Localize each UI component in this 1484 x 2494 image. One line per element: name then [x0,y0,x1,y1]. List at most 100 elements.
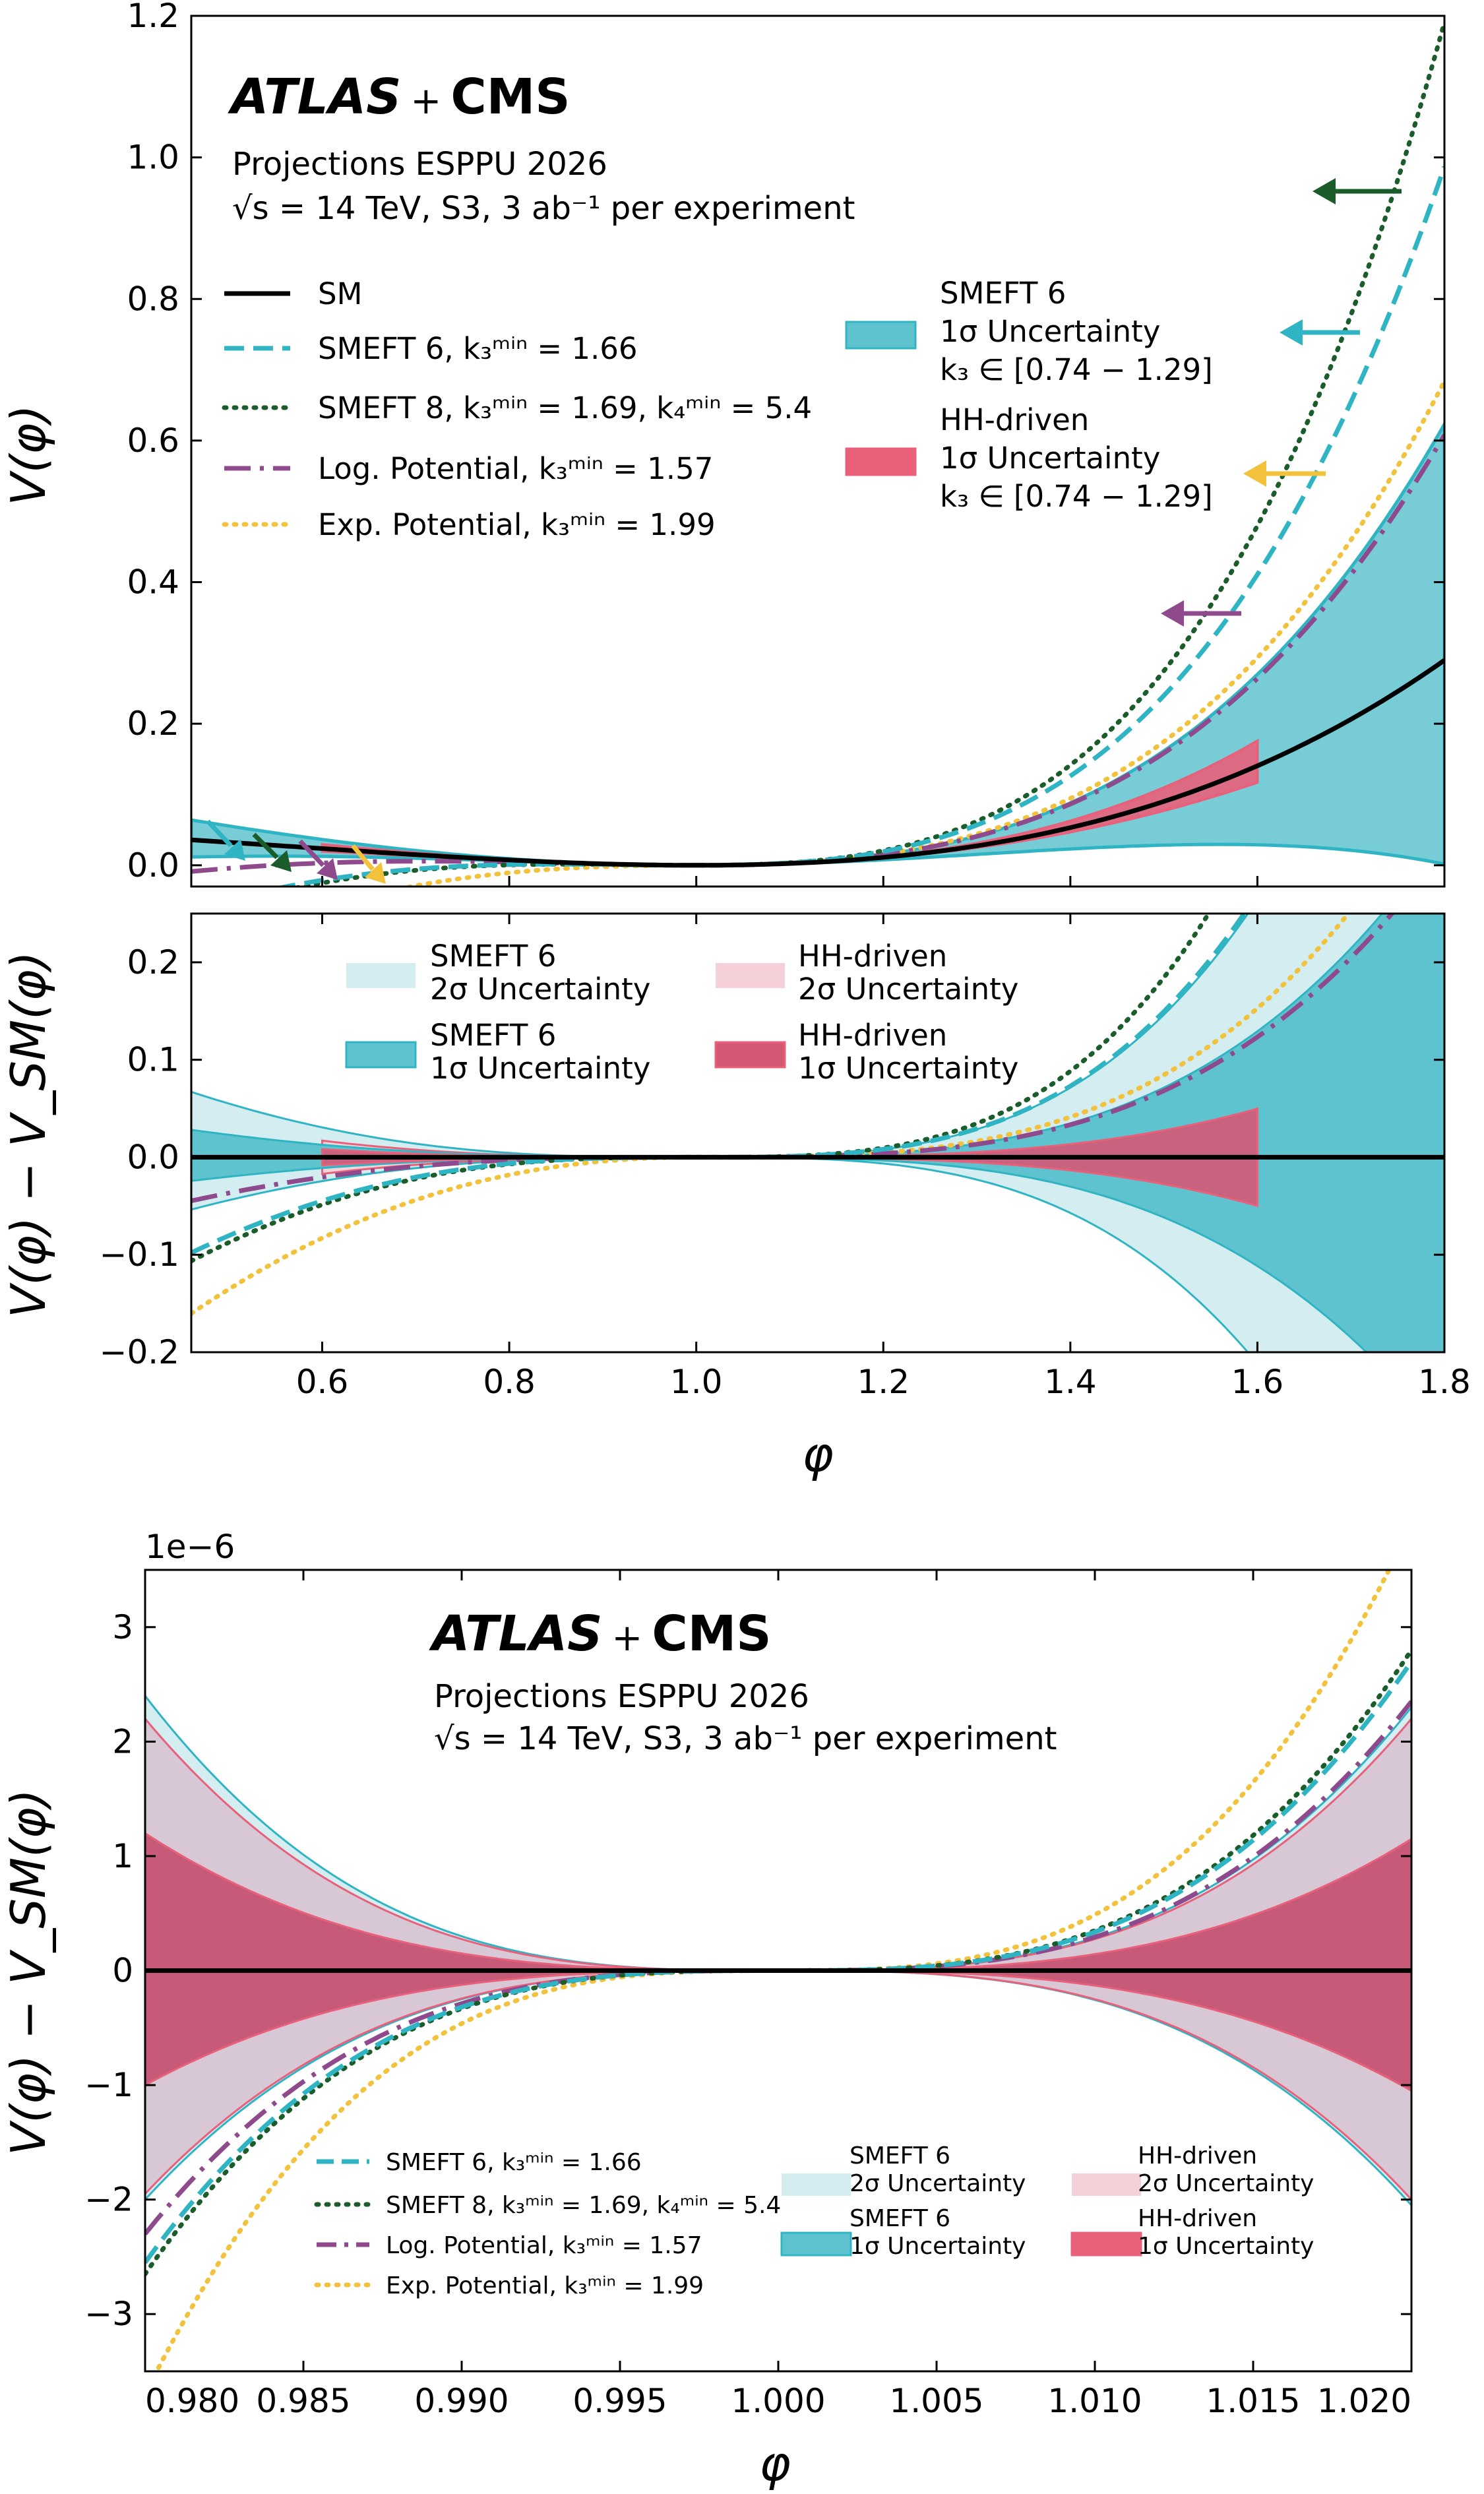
zoom-y-tick-label: 2 [112,1722,133,1761]
legend-exp-label: Exp. Potential, k₃ᵐⁱⁿ = 1.99 [318,507,716,542]
zoom-atlas-label: ATLAS [429,1606,602,1662]
cms-label: CMS [450,69,570,125]
zoom-y-tick-label: 0 [112,1952,133,1990]
top-panel: 0.0 0.2 0.4 0.6 0.8 1.0 1.2 ATLAS + CMS Projecti… [1,0,1446,888]
legend-smeft6-1sigma-l1: SMEFT 6 [430,1018,556,1053]
zoom-legend-smeft6-1sigma-swatch [780,2231,852,2257]
ratio-x-tick-label: 1.2 [857,1363,910,1401]
zoom-legend-smeft6-1sigma-l2: 1σ Uncertainty [850,2233,1026,2260]
legend-hh-1sigma-l1: HH-driven [798,1018,947,1053]
ratio-y-tick-label: 0.2 [127,943,179,982]
zoom-legend-smeft8-label: SMEFT 8, k₃ᵐⁱⁿ = 1.69, k₄ᵐⁱⁿ = 5.4 [386,2192,781,2219]
legend-hh-1sigma-swatch [714,1041,786,1069]
log-left-arrow [298,839,325,867]
top-plot-area [191,20,1444,887]
legend-hh-2sigma-l2: 2σ Uncertainty [798,972,1018,1007]
ratio-y-tick-label: 0.0 [127,1138,179,1176]
smeft6-arrowhead [1280,319,1303,346]
zoom-x-tick-label: 0.990 [414,2382,509,2420]
zoom-legend-smeft6-2sigma-l2: 2σ Uncertainty [850,2170,1026,2197]
zoom-x-tick-label: 0.985 [256,2382,350,2420]
zoom-plus-label: + [611,1617,642,1660]
svg-text:ATLAS+CMS: ATLAS + CMS [429,1606,772,1662]
zoom-legend-exp-label: Exp. Potential, k₃ᵐⁱⁿ = 1.99 [386,2272,704,2299]
zoom-title-block: ATLAS + CMS Projections ESPPU 2026 √s = 14… [429,1606,1057,1757]
zoom-y-ticks: −3 −2 −1 0 1 2 3 [84,1608,1411,2333]
zoom-x-ticks: 0.980 0.985 0.990 0.995 1.000 1.005 1.010 1.015… [144,1570,1413,2420]
zoom-cms-label: CMS [652,1606,771,1662]
ratio-x-tick-label: 1.6 [1231,1363,1284,1401]
ratio-y-tick-label: −0.1 [100,1235,179,1274]
zoom-y-tick-label: 1 [112,1837,133,1875]
zoom-x-axis-label: φ [759,2436,791,2491]
ratio-y-tick-label: 0.1 [127,1041,179,1079]
legend-smeft6-2sigma-swatch [346,963,416,988]
smeft6-line [274,166,1444,887]
zoom-y-axis-label: V(φ) − V_SM(φ) [1,1789,56,2156]
ratio-y-axis-label: V(φ) − V_SM(φ) [1,951,56,1318]
top-y-axis-label: V(φ) [1,405,56,506]
log-left-arrowhead [317,858,338,880]
legend-hh-band-l3: k₃ ∈ [0.74 − 1.29] [940,479,1213,514]
zoom-x-tick-label: 1.020 [1317,2382,1411,2420]
svg-text:ATLAS+CMS: ATLAS + CMS [228,69,571,125]
exp-left-arrowhead [365,862,386,884]
exp-potential-line [191,914,1351,1316]
zoom-energy-label: √s = 14 TeV, S3, 3 ab⁻¹ per experiment [434,1720,1057,1757]
zoom-x-tick-label: 1.010 [1047,2382,1142,2420]
legend-smeft6-2sigma-l1: SMEFT 6 [430,939,556,974]
ratio-x-tick-label: 0.8 [483,1363,536,1401]
exp-left-arrow [351,844,375,871]
top-y-tick-label: 0.4 [127,563,179,602]
legend-smeft6-band-l2: 1σ Uncertainty [940,314,1160,349]
hh-1sigma-band [145,1832,1411,2092]
arrow-markers [206,178,1402,884]
legend-hh-band-l1: HH-driven [940,402,1089,437]
ratio-x-tick-label: 0.6 [296,1363,349,1401]
legend-hh-band-swatch [845,447,917,476]
legend-smeft6-band-l1: SMEFT 6 [940,276,1066,311]
zoom-legend: SMEFT 6, k₃ᵐⁱⁿ = 1.66 SMEFT 8, k₃ᵐⁱⁿ = 1… [314,2142,1314,2299]
ratio-x-tick-label: 1.0 [670,1363,723,1401]
ratio-legend: SMEFT 6 2σ Uncertainty HH-driven 2σ Unce… [345,939,1018,1086]
zoom-x-tick-label: 1.015 [1206,2382,1300,2420]
top-frame [190,15,1446,888]
log-arrowhead [1161,600,1184,627]
legend-log-label: Log. Potential, k₃ᵐⁱⁿ = 1.57 [318,451,713,486]
legend-smeft6-band-swatch [845,321,917,350]
ratio-x-ticks: 0.6 0.8 1.0 1.2 1.4 1.6 1.8 [296,914,1471,1401]
top-y-ticks: 0.0 0.2 0.4 0.6 0.8 1.0 1.2 [127,0,1446,887]
zoom-legend-smeft6-label: SMEFT 6, k₃ᵐⁱⁿ = 1.66 [386,2149,642,2176]
zoom-legend-smeft6-1sigma-l1: SMEFT 6 [850,2205,950,2232]
projection-label: Projections ESPPU 2026 [232,146,607,183]
top-y-tick-label: 0.2 [127,704,179,743]
legend-hh-2sigma-l1: HH-driven [798,939,947,974]
legend-hh-1sigma-l2: 1σ Uncertainty [798,1051,1018,1086]
log-potential-line [191,433,1444,874]
legend-smeft6-2sigma-l2: 2σ Uncertainty [430,972,650,1007]
plus-label: + [410,80,441,123]
legend-smeft6-1sigma-swatch [345,1041,417,1069]
zoom-legend-hh-2sigma-l1: HH-driven [1138,2142,1257,2169]
energy-label: √s = 14 TeV, S3, 3 ab⁻¹ per experiment [232,190,855,227]
top-y-tick-label: 0.8 [127,280,179,318]
zoom-legend-hh-1sigma-l1: HH-driven [1138,2205,1257,2232]
smeft8-left-arrow [252,832,279,859]
ratio-x-tick-label: 1.8 [1418,1363,1471,1401]
zoom-y-tick-label: −1 [84,2066,133,2104]
legend-smeft6-label: SMEFT 6, k₃ᵐⁱⁿ = 1.66 [318,331,638,366]
top-y-tick-label: 1.2 [127,0,179,35]
ratio-frame [190,912,1446,1354]
zoom-legend-smeft6-2sigma-l1: SMEFT 6 [850,2142,950,2169]
ratio-plot-area [191,914,1444,1352]
zoom-legend-hh-2sigma-swatch [1072,2173,1141,2196]
zoom-legend-log-label: Log. Potential, k₃ᵐⁱⁿ = 1.57 [386,2232,702,2259]
ratio-y-tick-label: −0.2 [100,1333,179,1371]
zoom-legend-smeft6-2sigma-swatch [782,2173,851,2196]
log-potential-line [145,1700,1411,2235]
ratio-x-axis-label: φ [802,1427,834,1482]
zoom-legend-hh-2sigma-l2: 2σ Uncertainty [1138,2170,1314,2197]
legend-smeft6-1sigma-l2: 1σ Uncertainty [430,1051,650,1086]
zoom-legend-hh-1sigma-swatch [1070,2231,1142,2257]
